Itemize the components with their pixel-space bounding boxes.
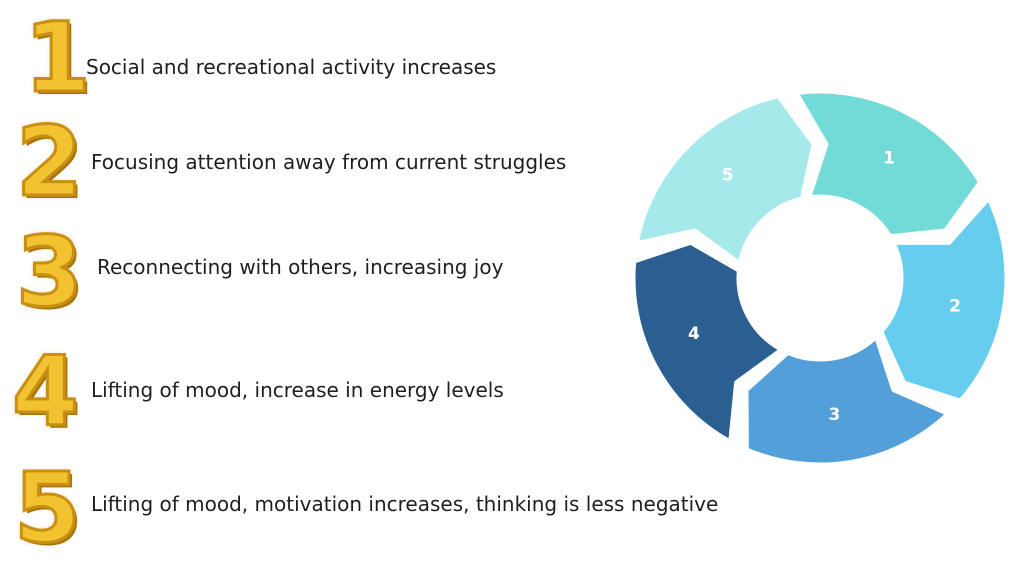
number-4-icon: 4 (11, 336, 81, 448)
cycle-diagram: 1 2 3 4 5 (632, 90, 1008, 466)
cycle-segment-5 (635, 95, 815, 264)
step-2-text: Focusing attention away from current str… (91, 150, 567, 174)
cycle-segment-3 (745, 336, 949, 466)
cycle-segment-2 (880, 197, 1008, 402)
cycle-segment-4 (632, 241, 782, 443)
number-2-icon: 2 (15, 106, 85, 218)
step-5-text: Lifting of mood, motivation increases, t… (91, 492, 719, 516)
number-3-icon: 3 (15, 216, 85, 328)
cycle-segment-label-5: 5 (722, 165, 734, 185)
step-3-text: Reconnecting with others, increasing joy (97, 255, 504, 279)
step-4-text: Lifting of mood, increase in energy leve… (91, 378, 504, 402)
step-5: 5 Lifting of mood, motivation increases,… (0, 452, 720, 564)
step-3: 3 Reconnecting with others, increasing j… (0, 216, 720, 328)
number-1-icon: 1 (23, 2, 93, 114)
step-4: 4 Lifting of mood, increase in energy le… (0, 336, 720, 448)
cycle-segment-label-4: 4 (688, 324, 700, 344)
number-5-icon: 5 (13, 452, 83, 564)
cycle-segment-label-2: 2 (949, 297, 961, 317)
cycle-segment-label-1: 1 (883, 148, 895, 168)
step-1-text: Social and recreational activity increas… (86, 55, 497, 79)
cycle-segment-1 (795, 90, 981, 238)
step-1: 1 Social and recreational activity incre… (0, 2, 720, 114)
cycle-segment-label-3: 3 (829, 405, 841, 425)
step-2: 2 Focusing attention away from current s… (0, 106, 720, 218)
